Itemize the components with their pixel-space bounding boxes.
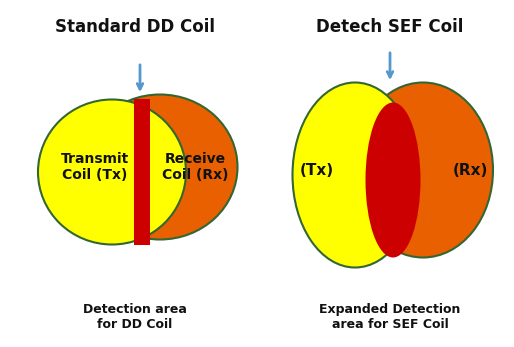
Ellipse shape xyxy=(292,83,417,268)
Bar xyxy=(134,99,150,245)
Text: Expanded Detection
area for SEF Coil: Expanded Detection area for SEF Coil xyxy=(319,303,461,331)
Text: Detection area
for DD Coil: Detection area for DD Coil xyxy=(83,303,187,331)
Ellipse shape xyxy=(83,94,237,239)
Text: Detech SEF Coil: Detech SEF Coil xyxy=(316,18,464,36)
Ellipse shape xyxy=(38,100,186,245)
Text: (Tx): (Tx) xyxy=(300,162,334,178)
Ellipse shape xyxy=(365,102,420,257)
Ellipse shape xyxy=(353,83,493,257)
Text: Standard DD Coil: Standard DD Coil xyxy=(55,18,215,36)
Text: Transmit
Coil (Tx): Transmit Coil (Tx) xyxy=(61,152,129,182)
Text: Receive
Coil (Rx): Receive Coil (Rx) xyxy=(162,152,228,182)
Text: (Rx): (Rx) xyxy=(452,162,488,178)
